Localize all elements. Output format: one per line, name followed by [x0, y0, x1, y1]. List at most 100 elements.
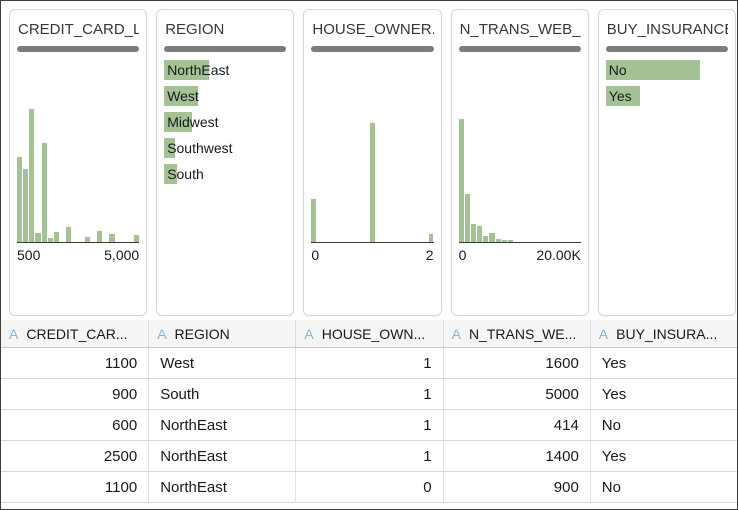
- table-cell: Yes: [589, 379, 737, 409]
- table-header-row: A CREDIT_CAR... A REGION A HOUSE_OWN... A N_TRA…: [1, 320, 737, 348]
- table-cell: West: [148, 348, 295, 378]
- table-row: 600 NorthEast 1 414 No: [1, 410, 737, 441]
- histogram-bar[interactable]: [477, 226, 483, 242]
- histogram-bar[interactable]: [369, 123, 375, 242]
- table-cell: 1: [295, 379, 442, 409]
- data-table: A CREDIT_CAR... A REGION A HOUSE_OWN... A N_TRA…: [1, 320, 737, 503]
- column-header-label: N_TRANS_WE...: [468, 325, 577, 342]
- text-type-icon: A: [157, 325, 167, 342]
- text-type-icon: A: [9, 325, 19, 342]
- table-cell: South: [148, 379, 295, 409]
- histogram-bar[interactable]: [23, 169, 29, 242]
- table-row: 2500 NorthEast 1 1400 Yes: [1, 441, 737, 472]
- histogram-bar[interactable]: [53, 232, 60, 242]
- card-title: REGION: [165, 21, 225, 38]
- table-cell: 1100: [104, 354, 138, 372]
- histogram: [458, 92, 581, 243]
- category-bar: [164, 60, 210, 80]
- category-bar: [164, 86, 199, 106]
- profile-card-region[interactable]: REGION NorthEast West Midwest Southwest South: [156, 9, 295, 316]
- column-profile-cards: CREDIT_CARD_L... 500 5,000 REGION NorthEast W…: [1, 1, 737, 320]
- category-item-south[interactable]: South: [164, 164, 286, 184]
- category-item-northeast[interactable]: NorthEast: [164, 60, 286, 80]
- histogram-bar[interactable]: [109, 234, 115, 242]
- histogram-bar[interactable]: [501, 240, 507, 242]
- category-label: Southwest: [167, 140, 233, 156]
- table-cell: No: [589, 410, 737, 440]
- histogram-bar[interactable]: [483, 236, 489, 242]
- table-cell: 1600: [442, 348, 590, 378]
- table-cell: NorthEast: [148, 410, 295, 440]
- card-title: BUY_INSURANCE: [606, 21, 728, 38]
- profile-card-credit-card-l[interactable]: CREDIT_CARD_L... 500 5,000: [9, 9, 148, 316]
- profile-card-house-owner[interactable]: HOUSE_OWNER... 0 2: [303, 9, 442, 316]
- category-item-yes[interactable]: Yes: [605, 86, 728, 106]
- histogram-bar[interactable]: [311, 199, 317, 242]
- category-label: No: [608, 62, 627, 78]
- histogram-bar[interactable]: [458, 119, 464, 242]
- category-bar: [605, 60, 700, 80]
- quality-bar: [17, 46, 140, 52]
- quality-bar: [458, 46, 581, 52]
- table-cell: 600: [112, 416, 138, 434]
- table-cell: 414: [442, 410, 590, 440]
- table-cell: Yes: [589, 348, 737, 378]
- card-title: N_TRANS_WEB_...: [459, 21, 581, 38]
- histogram-bar[interactable]: [464, 194, 470, 242]
- category-item-midwest[interactable]: Midwest: [164, 112, 286, 132]
- table-cell: Yes: [589, 441, 737, 471]
- table-cell: 1: [295, 441, 442, 471]
- category-label: Yes: [608, 88, 632, 104]
- histogram-bar[interactable]: [29, 109, 35, 242]
- histogram-bar[interactable]: [97, 231, 103, 242]
- profile-card-buy-insurance[interactable]: BUY_INSURANCE No Yes: [597, 9, 736, 316]
- histogram-bar[interactable]: [470, 224, 477, 242]
- histogram-bar[interactable]: [47, 238, 53, 242]
- card-title: CREDIT_CARD_L...: [18, 21, 139, 38]
- column-header-n-trans-we[interactable]: A N_TRANS_WE...: [442, 320, 590, 347]
- histogram-bar[interactable]: [428, 234, 434, 242]
- table-cell: 5000: [442, 379, 590, 409]
- category-label: South: [167, 166, 204, 182]
- axis-max-label: 20.00K: [536, 247, 581, 263]
- histogram-bar[interactable]: [495, 239, 501, 242]
- text-type-icon: A: [451, 325, 461, 342]
- histogram-bar[interactable]: [66, 227, 72, 242]
- column-header-house-own[interactable]: A HOUSE_OWN...: [295, 320, 442, 347]
- category-item-southwest[interactable]: Southwest: [164, 138, 286, 158]
- table-cell: NorthEast: [148, 441, 295, 471]
- category-item-west[interactable]: West: [164, 86, 286, 106]
- table-cell: 1: [295, 410, 442, 440]
- histogram-bar[interactable]: [133, 235, 140, 242]
- histogram-bar[interactable]: [489, 233, 495, 242]
- axis-labels: 500 5,000: [17, 247, 139, 263]
- table-cell: 900: [442, 472, 590, 502]
- text-type-icon: A: [304, 325, 314, 342]
- profile-card-n-trans-web[interactable]: N_TRANS_WEB_... 0 20.00K: [450, 9, 589, 316]
- category-bar: [164, 164, 178, 184]
- column-header-credit-car[interactable]: A CREDIT_CAR...: [1, 320, 148, 347]
- column-header-label: REGION: [174, 325, 230, 342]
- category-list: NorthEast West Midwest Southwest South: [164, 60, 286, 184]
- quality-bar: [311, 46, 434, 52]
- histogram-bar[interactable]: [35, 233, 41, 242]
- axis-min-label: 0: [458, 247, 467, 263]
- histogram: [17, 92, 140, 243]
- column-header-region[interactable]: A REGION: [148, 320, 295, 347]
- histogram-bar[interactable]: [41, 143, 47, 242]
- column-header-label: BUY_INSURA...: [616, 325, 718, 342]
- histogram-bar[interactable]: [17, 157, 23, 242]
- table-cell: 1100: [104, 478, 138, 496]
- text-type-icon: A: [598, 325, 609, 342]
- histogram-bar[interactable]: [507, 240, 513, 242]
- category-label: Midwest: [167, 114, 219, 130]
- category-bar: [605, 86, 640, 106]
- category-item-no[interactable]: No: [605, 60, 728, 80]
- table-row: 1100 West 1 1600 Yes: [1, 348, 737, 379]
- card-title: HOUSE_OWNER...: [312, 21, 434, 38]
- histogram-bar[interactable]: [84, 237, 90, 242]
- table-row: 1100 NorthEast 0 900 No: [1, 472, 737, 503]
- column-header-buy-insura[interactable]: A BUY_INSURA...: [589, 320, 737, 347]
- column-header-label: HOUSE_OWN...: [321, 325, 426, 342]
